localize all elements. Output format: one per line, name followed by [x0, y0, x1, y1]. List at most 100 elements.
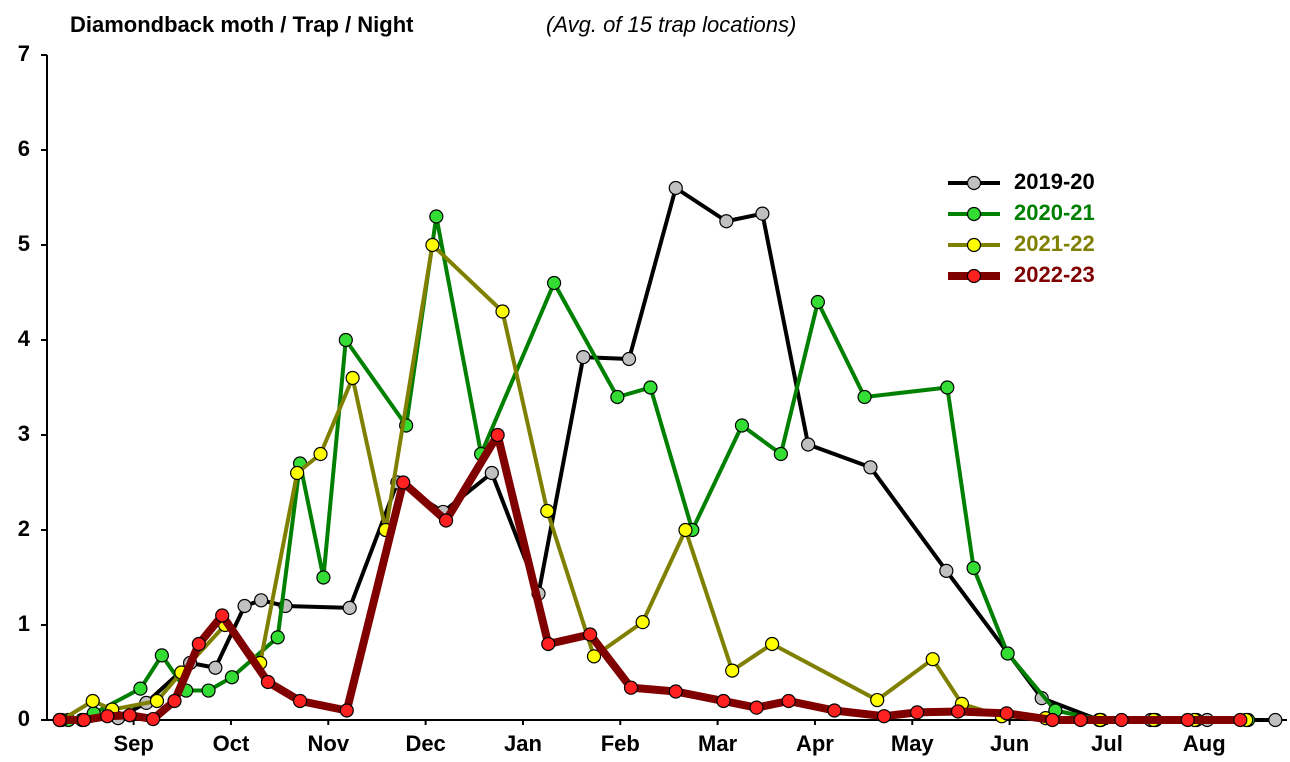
point — [773, 446, 788, 462]
point — [586, 649, 602, 664]
point — [719, 214, 734, 229]
point — [254, 593, 269, 608]
chart-subtitle: (Avg. of 15 trap locations) — [546, 12, 796, 37]
point — [678, 522, 693, 538]
point — [810, 294, 825, 310]
y-tick-label: 1 — [18, 611, 30, 636]
y-tick-label: 7 — [18, 41, 30, 66]
legend-marker — [966, 206, 982, 222]
point — [546, 275, 562, 291]
point — [1073, 712, 1088, 728]
x-tick-label: Jul — [1091, 731, 1123, 756]
legend-marker — [966, 268, 982, 284]
point — [725, 663, 740, 678]
point — [781, 693, 796, 709]
point — [396, 475, 411, 490]
point — [827, 703, 842, 718]
point — [133, 681, 148, 696]
point — [484, 465, 499, 481]
point — [429, 209, 444, 224]
point — [490, 427, 505, 443]
point — [270, 630, 285, 645]
point — [208, 660, 223, 675]
point — [966, 560, 981, 576]
point — [345, 370, 360, 386]
series-line — [60, 243, 1247, 722]
point — [635, 615, 650, 630]
legend-label: 2020-21 — [1014, 200, 1095, 225]
point — [1000, 646, 1015, 661]
point — [191, 636, 206, 652]
y-tick-label: 0 — [18, 706, 30, 731]
y-tick-label: 3 — [18, 421, 30, 446]
point — [925, 652, 940, 667]
x-tick-label: Aug — [1183, 731, 1226, 756]
point — [167, 693, 182, 709]
point — [1268, 712, 1283, 728]
y-tick-label: 4 — [18, 326, 31, 351]
x-tick-label: Sep — [113, 731, 153, 756]
point — [52, 712, 67, 728]
x-tick-label: Nov — [308, 731, 350, 756]
point — [122, 708, 137, 723]
point — [316, 570, 331, 585]
legend-marker — [966, 237, 982, 253]
point — [876, 709, 892, 724]
point — [950, 704, 966, 719]
legend-label: 2021-22 — [1014, 231, 1095, 256]
point — [643, 380, 658, 395]
point — [292, 693, 308, 709]
x-tick-label: Jun — [990, 731, 1029, 756]
point — [237, 598, 252, 614]
point — [541, 636, 556, 652]
point — [290, 465, 305, 481]
point — [668, 180, 683, 196]
point — [313, 446, 328, 462]
point — [668, 684, 683, 699]
point — [1180, 712, 1195, 728]
point — [76, 712, 92, 728]
chart-title: Diamondback moth / Trap / Night — [70, 12, 414, 37]
legend-marker — [966, 175, 982, 191]
point — [224, 670, 240, 685]
point — [149, 693, 165, 709]
point — [100, 709, 115, 724]
x-tick-label: Feb — [601, 731, 640, 756]
point — [495, 304, 510, 319]
point — [623, 680, 639, 695]
point — [1114, 712, 1129, 728]
y-tick-label: 5 — [18, 231, 30, 256]
point — [621, 351, 637, 367]
legend-label: 2019-20 — [1014, 169, 1095, 194]
point — [863, 460, 878, 475]
point — [939, 563, 954, 578]
point — [583, 627, 598, 642]
point — [734, 418, 750, 433]
point — [940, 380, 955, 395]
point — [755, 206, 770, 221]
point — [342, 600, 357, 616]
point — [260, 674, 276, 690]
x-tick-label: Oct — [213, 731, 250, 756]
point — [765, 636, 780, 652]
point — [610, 389, 625, 405]
x-tick-label: Dec — [405, 731, 445, 756]
x-tick-label: Mar — [698, 731, 738, 756]
legend-label: 2022-23 — [1014, 262, 1095, 287]
point — [749, 700, 764, 715]
point — [540, 503, 555, 519]
point — [857, 389, 872, 405]
point — [576, 350, 591, 365]
point — [338, 332, 353, 348]
point — [801, 437, 816, 452]
point — [438, 513, 454, 528]
point — [85, 693, 100, 709]
point — [145, 711, 161, 727]
y-tick-label: 2 — [18, 516, 30, 541]
point — [910, 705, 925, 720]
x-tick-label: Apr — [796, 731, 834, 756]
point — [870, 692, 885, 708]
point — [1233, 712, 1248, 728]
point — [425, 237, 440, 253]
